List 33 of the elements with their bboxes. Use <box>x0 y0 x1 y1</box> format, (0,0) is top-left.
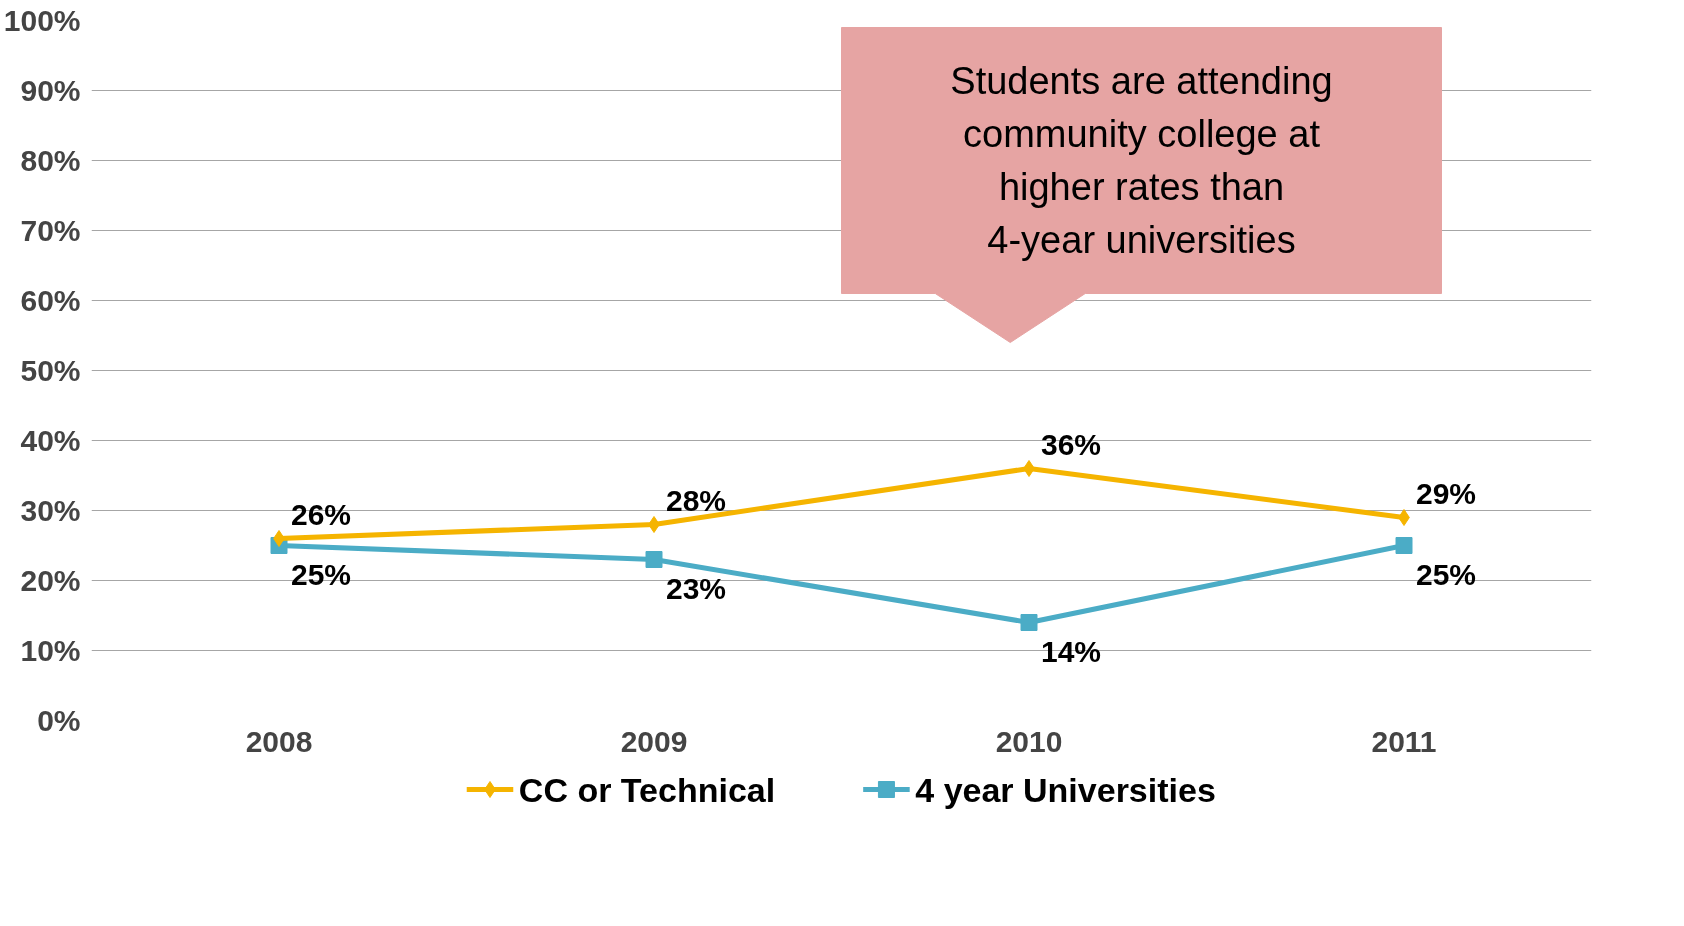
y-tick-label: 80% <box>20 144 81 177</box>
x-tick-label: 2008 <box>245 724 313 758</box>
data-label: 25% <box>291 557 352 591</box>
y-tick-label: 100% <box>3 4 81 37</box>
legend-label: 4 year Universities <box>915 770 1216 809</box>
x-tick-label: 2009 <box>620 724 688 758</box>
annotation: Students are attending community college at higher rates than 4-year universities <box>950 59 1333 262</box>
y-tick-label: 0% <box>37 704 81 737</box>
point <box>645 551 663 568</box>
point <box>1395 537 1413 554</box>
y-tick-label: 70% <box>20 214 81 247</box>
y-tick-label: 50% <box>20 354 81 387</box>
point <box>273 530 285 547</box>
y-tick-label: 90% <box>20 74 81 107</box>
data-label: 14% <box>1041 634 1102 668</box>
data-label: 36% <box>1041 427 1102 461</box>
point <box>1020 614 1038 631</box>
data-label: 25% <box>1416 557 1477 591</box>
data-label: 23% <box>666 571 727 605</box>
y-tick-label: 30% <box>20 494 81 527</box>
data-label: 29% <box>1416 476 1477 510</box>
data-label: 26% <box>291 497 352 531</box>
point <box>1023 460 1035 477</box>
x-tick-label: 2010 <box>995 724 1063 758</box>
legend-label: CC or Technical <box>518 770 776 809</box>
point <box>1398 509 1410 526</box>
y-tick-label: 40% <box>20 424 81 457</box>
data-label: 28% <box>666 483 727 517</box>
x-tick-label: 2011 <box>1371 724 1437 758</box>
point <box>648 516 660 533</box>
y-tick-label: 10% <box>20 634 81 667</box>
y-tick-label: 60% <box>20 284 81 317</box>
y-tick-label: 20% <box>20 564 81 597</box>
